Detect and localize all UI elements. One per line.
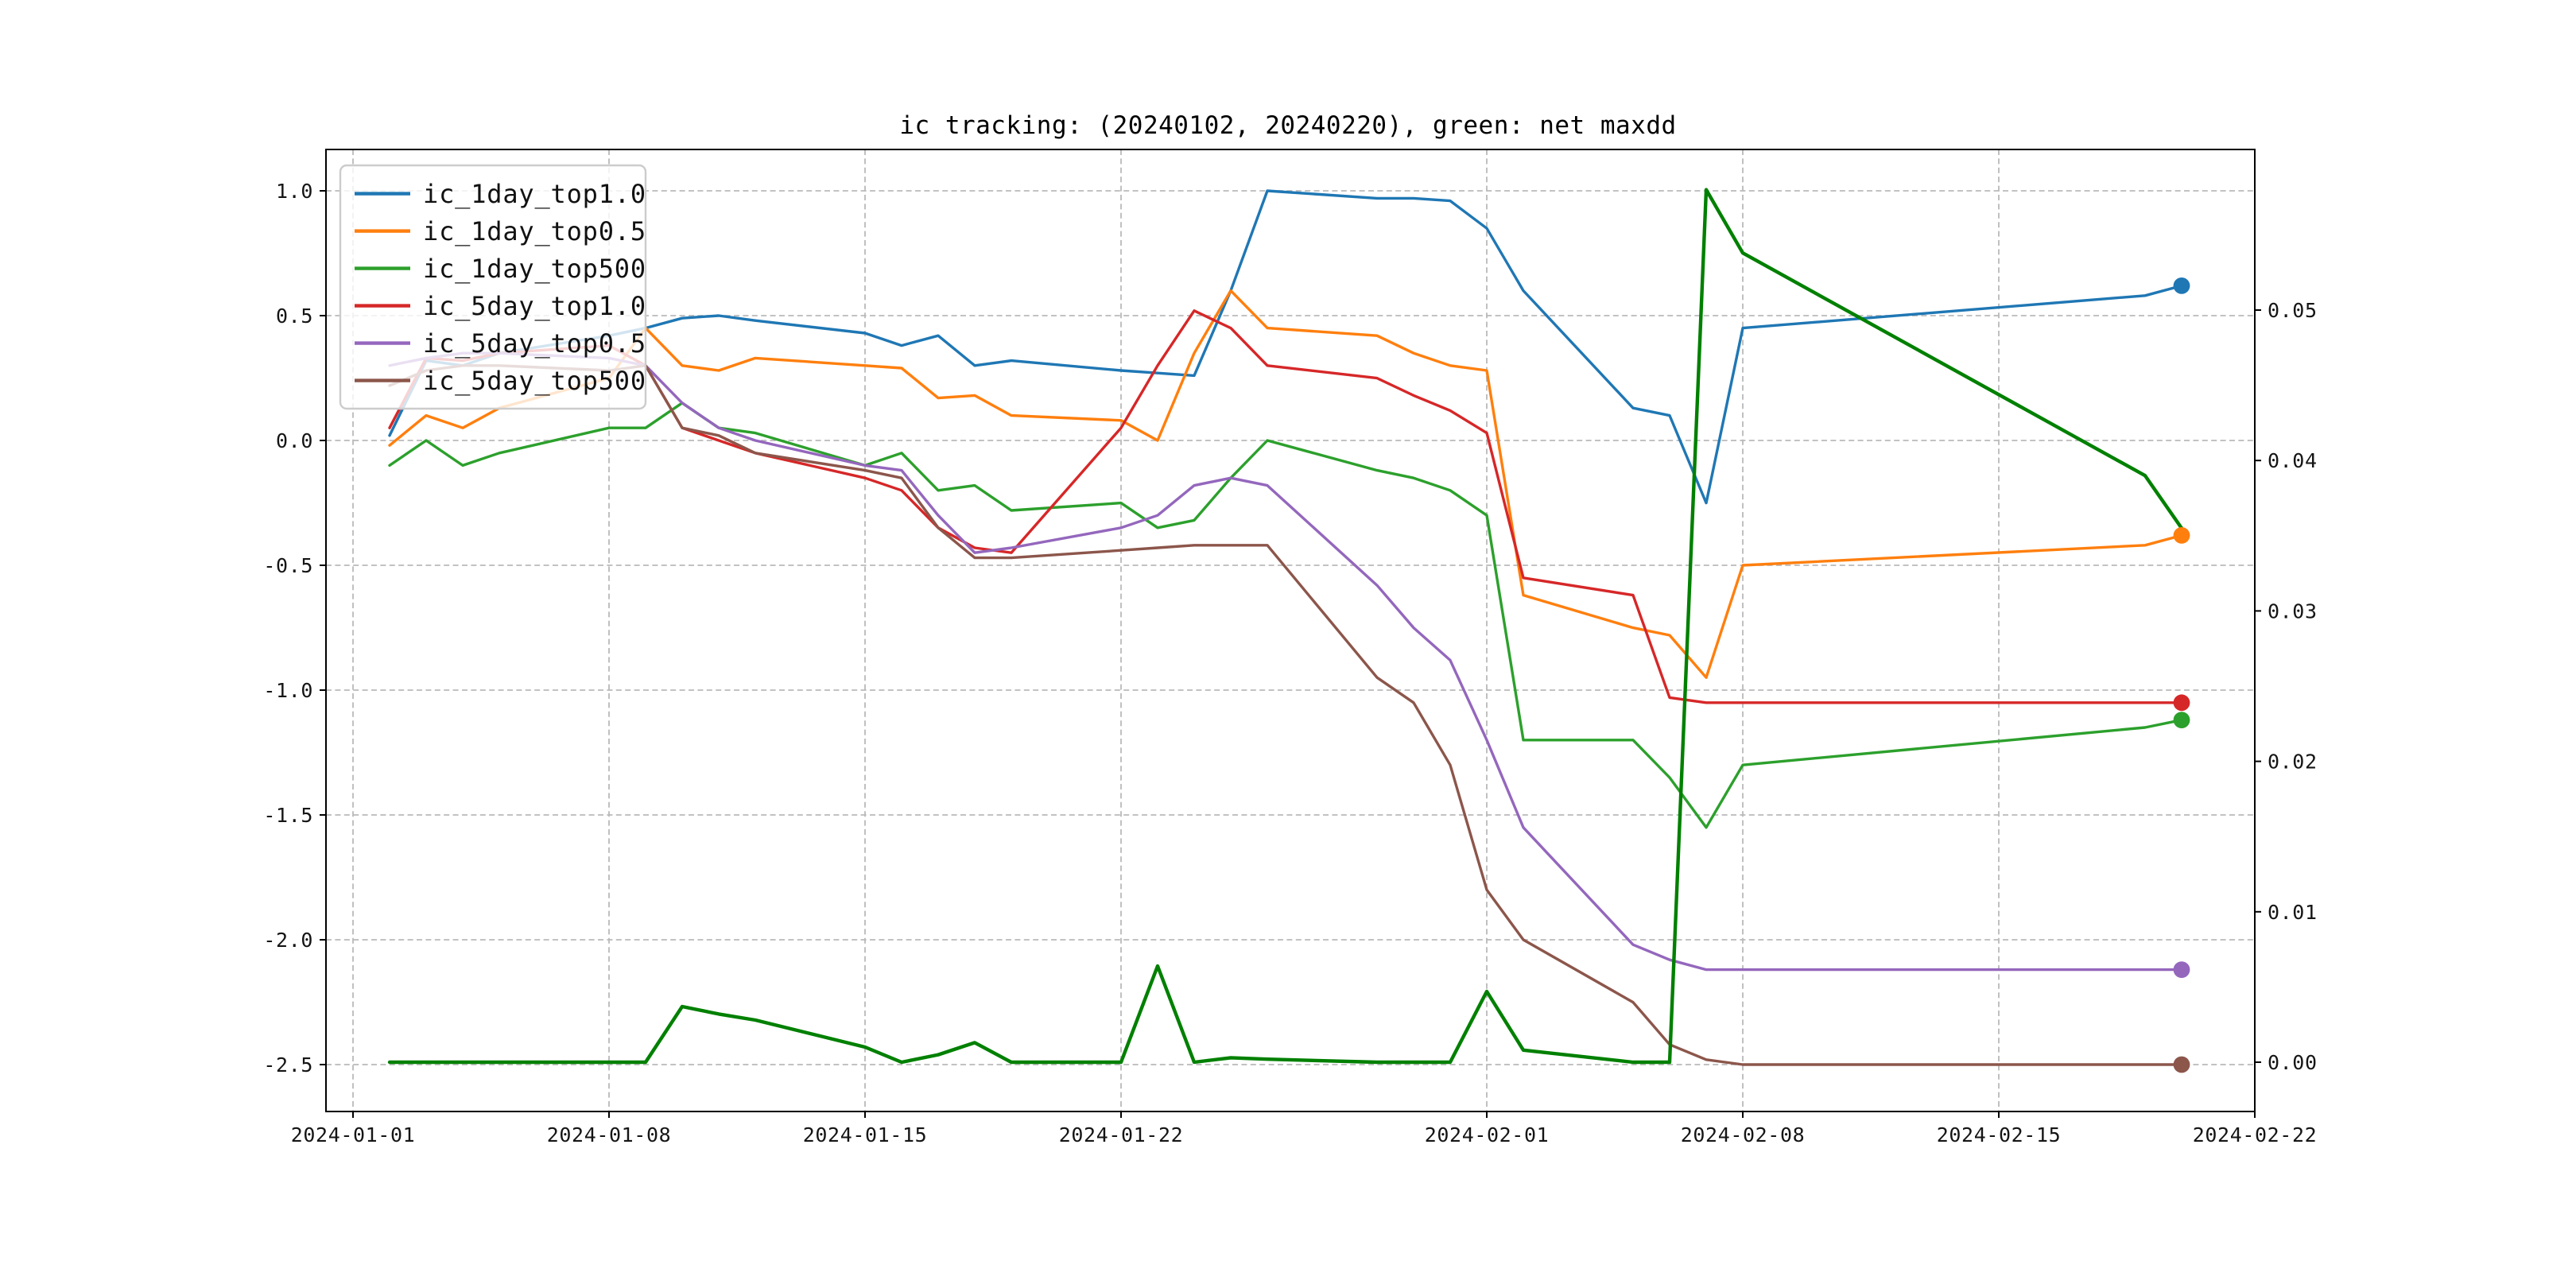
- x-tick-label: 2024-02-08: [1681, 1123, 1806, 1146]
- legend-label-ic_1day_top1.0: ic_1day_top1.0: [423, 179, 646, 209]
- x-tick-label: 2024-02-15: [1937, 1123, 2062, 1146]
- chart-title: ic tracking: (20240102, 20240220), green…: [899, 111, 1677, 140]
- right-tick-label: 0.03: [2268, 599, 2318, 623]
- series-ic_5day_top1.0: [388, 309, 2183, 704]
- series-ic_5day_top500: [388, 364, 2183, 1066]
- legend-label-ic_5day_top0.5: ic_5day_top0.5: [423, 328, 646, 359]
- right-tick-label: 0.02: [2268, 751, 2318, 774]
- right-tick-label: 0.01: [2268, 901, 2318, 924]
- legend-label-ic_1day_top0.5: ic_1day_top0.5: [423, 216, 646, 246]
- end-dot-ic_1day_top0.5: [2173, 527, 2190, 544]
- legend-box: [339, 164, 647, 410]
- x-tick-label: 2024-01-15: [803, 1123, 928, 1146]
- end-dot-ic_5day_top500: [2173, 1056, 2190, 1073]
- legend-label-ic_1day_top500: ic_1day_top500: [423, 254, 646, 284]
- series-net_maxdd: [387, 188, 2184, 1065]
- left-tick-label: 0.0: [276, 429, 313, 452]
- plot-border: [325, 149, 2256, 1112]
- x-tick-label: 2024-01-01: [291, 1123, 416, 1146]
- x-tick-label: 2024-01-08: [547, 1123, 672, 1146]
- right-tick-label: 0.00: [2268, 1051, 2318, 1074]
- left-tick-label: 1.0: [276, 180, 313, 203]
- x-tick-label: 2024-02-01: [1425, 1123, 1550, 1146]
- legend: ic_1day_top1.0 ic_1day_top0.5 ic_1day_top5…: [339, 164, 647, 410]
- right-tick-label: 0.04: [2268, 449, 2318, 472]
- x-tick-label: 2024-02-22: [2193, 1123, 2318, 1146]
- x-tick-label: 2024-01-22: [1059, 1123, 1184, 1146]
- end-dot-ic_5day_top0.5: [2173, 961, 2190, 978]
- end-dot-ic_5day_top1.0: [2173, 694, 2190, 712]
- left-tick-label: 0.5: [276, 305, 313, 328]
- end-dot-ic_1day_top500: [2173, 712, 2190, 728]
- series-ic_1day_top500: [388, 402, 2183, 829]
- legend-label-ic_5day_top1.0: ic_5day_top1.0: [423, 291, 646, 321]
- left-tick-label: -2.5: [263, 1053, 313, 1077]
- left-tick-label: -2.0: [263, 929, 313, 952]
- left-tick-label: -0.5: [263, 554, 313, 577]
- end-dot-ic_1day_top1.0: [2173, 277, 2190, 294]
- right-tick-label: 0.05: [2268, 299, 2318, 322]
- left-tick-label: -1.5: [263, 804, 313, 827]
- left-tick-label: -1.0: [263, 679, 313, 702]
- legend-label-ic_5day_top500: ic_5day_top500: [423, 366, 646, 396]
